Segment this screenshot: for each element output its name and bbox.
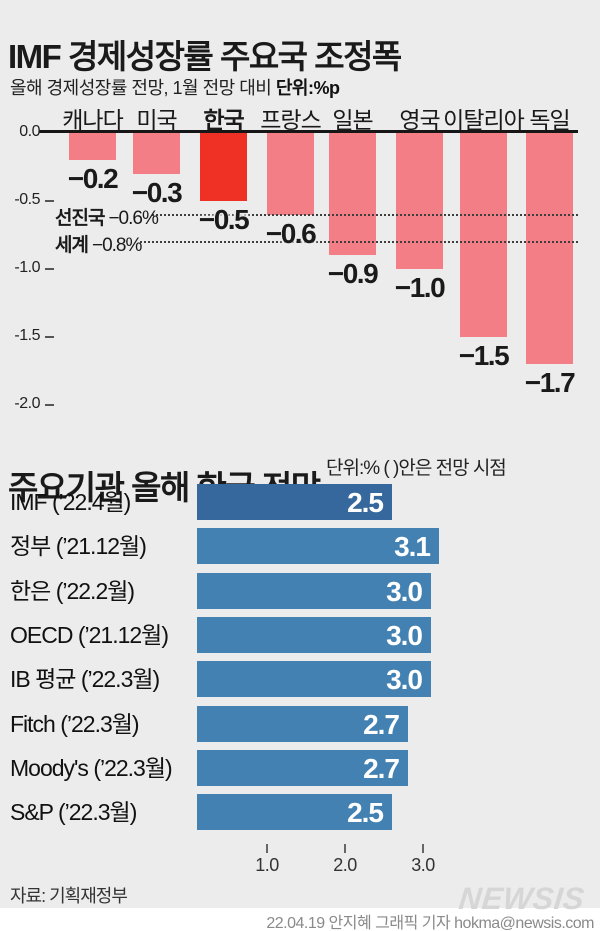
chart2-value-label: 3.0 bbox=[386, 576, 423, 607]
chart2-category-label: 한은 (’22.2월) bbox=[10, 578, 135, 604]
chart2-x-tick-mark bbox=[344, 844, 346, 853]
chart2-x-tick-label: 1.0 bbox=[255, 855, 279, 875]
chart1-y-tick-label: -1.5 bbox=[14, 327, 40, 344]
chart2-category-label: 정부 (’21.12월) bbox=[10, 533, 147, 559]
chart2-category-label: Moody's (’22.3월) bbox=[10, 755, 173, 781]
title-main: 경제성장률 주요국 조정폭 bbox=[60, 38, 402, 76]
chart2-value-label: 3.0 bbox=[386, 664, 423, 695]
chart2-bar: 3.0 bbox=[197, 617, 431, 653]
chart1-reference-name: 선진국 bbox=[55, 207, 105, 229]
chart1-value-label: −1.0 bbox=[394, 272, 446, 303]
chart2-unit-note: 단위:% ( )안은 전망 시점 bbox=[326, 458, 507, 479]
chart1-bar bbox=[329, 133, 376, 255]
chart2-value-label: 2.5 bbox=[347, 487, 384, 518]
chart2-category-label: S&P (’22.3월) bbox=[10, 799, 137, 825]
chart2-category-label: IB 평균 (’22.3월) bbox=[10, 666, 160, 692]
chart1-category-label: 미국 bbox=[136, 107, 177, 133]
chart1-reference-line bbox=[152, 213, 578, 216]
chart1-y-tick-mark bbox=[45, 268, 54, 270]
chart2-value-label: 3.0 bbox=[386, 620, 423, 651]
chart2-bar: 3.0 bbox=[197, 573, 431, 609]
chart1-bar bbox=[200, 133, 247, 201]
chart1-bar bbox=[133, 133, 180, 174]
chart1-category-label: 이탈리아 bbox=[443, 107, 525, 133]
chart1-bar bbox=[526, 133, 573, 364]
chart2-x-tick-mark bbox=[422, 844, 424, 853]
footer-strip bbox=[0, 908, 600, 931]
chart1-category-label: 한국 bbox=[203, 107, 244, 133]
chart1-bar bbox=[267, 133, 314, 215]
chart1-y-tick-mark bbox=[45, 336, 54, 338]
chart1-value-label: −0.2 bbox=[67, 163, 119, 194]
chart1-reference-line bbox=[140, 240, 578, 243]
chart1-value-label: −0.9 bbox=[327, 258, 379, 289]
chart1-value-label: −0.3 bbox=[131, 177, 183, 208]
title-prefix: IMF bbox=[8, 38, 62, 76]
chart2-x-tick-label: 3.0 bbox=[411, 855, 435, 875]
chart1-subtitle-text: 올해 경제성장률 전망, 1월 전망 대비 bbox=[10, 78, 276, 98]
chart1-bar bbox=[69, 133, 116, 160]
chart1-value-label: −1.5 bbox=[458, 340, 510, 371]
chart1-value-label: −0.5 bbox=[198, 204, 250, 235]
chart1-reference-label: 세계 −0.8% bbox=[55, 230, 142, 257]
chart2-x-tick-mark bbox=[266, 844, 268, 853]
chart1-y-tick-label: -0.5 bbox=[14, 191, 40, 208]
chart1-category-label: 영국 bbox=[399, 107, 440, 133]
chart2-bar: 2.5 bbox=[197, 794, 392, 830]
chart1-reference-value: −0.8% bbox=[91, 234, 142, 256]
chart2-bar: 3.1 bbox=[197, 528, 439, 564]
chart2-category-label: OECD (’21.12월) bbox=[10, 622, 169, 648]
chart2-x-tick-label: 2.0 bbox=[333, 855, 357, 875]
chart1-y-tick-mark bbox=[45, 404, 54, 406]
chart2-value-label: 2.7 bbox=[363, 709, 400, 740]
chart1-category-label: 독일 bbox=[529, 107, 570, 133]
chart1-zero-baseline bbox=[39, 130, 578, 133]
chart2-value-label: 3.1 bbox=[394, 531, 431, 562]
chart1-y-tick-label: 0.0 bbox=[19, 123, 40, 140]
chart1-bar bbox=[396, 133, 443, 269]
page-title: IMF 경제성장률 주요국 조정폭 bbox=[8, 30, 402, 78]
chart1-category-label: 캐나다 bbox=[62, 107, 123, 133]
chart1-reference-name: 세계 bbox=[55, 234, 89, 256]
chart2-value-label: 2.5 bbox=[347, 797, 384, 828]
chart2-bar: 3.0 bbox=[197, 661, 431, 697]
chart1-y-tick-label: -1.0 bbox=[14, 259, 40, 276]
chart1-bar bbox=[460, 133, 507, 337]
chart1-unit-label: 단위:%p bbox=[275, 78, 340, 98]
chart1-value-label: −0.6 bbox=[265, 218, 317, 249]
chart1-y-tick-mark bbox=[45, 200, 54, 202]
chart1-reference-label: 선진국 −0.6% bbox=[55, 203, 159, 230]
chart1-category-label: 프랑스 bbox=[260, 107, 321, 133]
chart1-value-label: −1.7 bbox=[524, 367, 576, 398]
credit-line: 22.04.19 안지혜 그래픽 기자 hokma@newsis.com bbox=[266, 915, 594, 931]
chart1-category-label: 일본 bbox=[332, 107, 373, 133]
chart2-category-label: IMF (’22.4월) bbox=[10, 489, 131, 515]
chart2-bar: 2.7 bbox=[197, 750, 408, 786]
chart1-y-tick-label: -2.0 bbox=[14, 395, 40, 412]
chart2-bar: 2.7 bbox=[197, 706, 408, 742]
source-note: 자료: 기획재정부 bbox=[10, 886, 128, 906]
chart2-bar: 2.5 bbox=[197, 484, 392, 520]
chart1-subtitle: 올해 경제성장률 전망, 1월 전망 대비 단위:%p bbox=[10, 74, 340, 100]
chart2-category-label: Fitch (’22.3월) bbox=[10, 711, 140, 737]
chart1-reference-value: −0.6% bbox=[108, 207, 158, 229]
chart2-value-label: 2.7 bbox=[363, 753, 400, 784]
